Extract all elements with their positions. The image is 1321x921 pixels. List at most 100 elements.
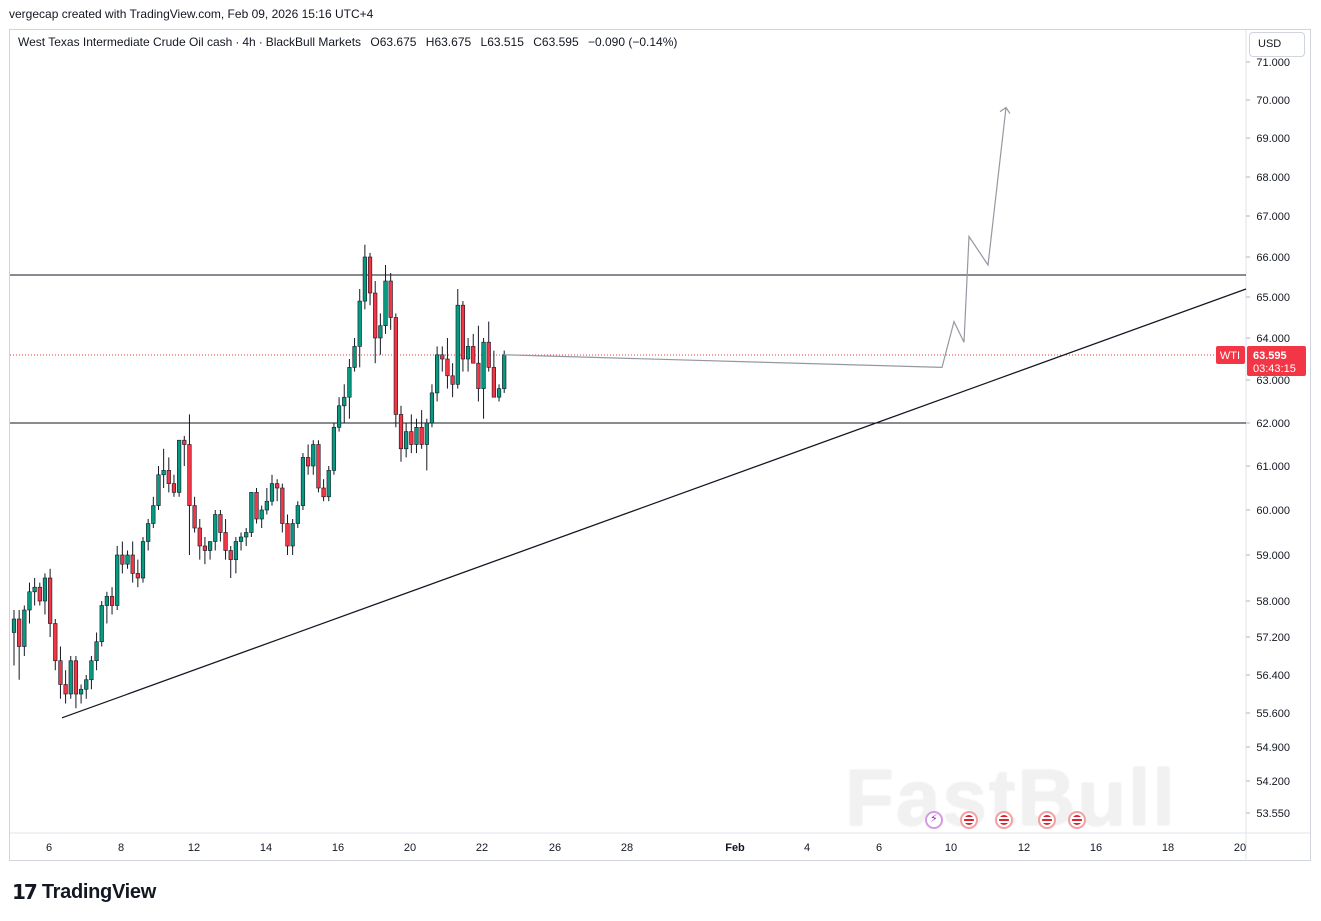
legend-interval[interactable]: 4h [242,35,256,49]
candle-up [383,280,388,327]
candle-up [347,367,352,398]
drawings-layer [61,106,1247,719]
candle-up [151,505,156,524]
candle-down [58,660,63,685]
candle-down [228,550,233,560]
candle-down [166,470,171,484]
candle-up [362,256,367,302]
candle-down [182,439,187,445]
tradingview-logo[interactable]: 17 TradingView [12,880,156,904]
candle-up [99,605,104,643]
event-flag-icon[interactable] [1068,811,1086,829]
candle-up [140,541,146,579]
candle-up [32,586,37,593]
time-axis-label: 20 [404,842,416,854]
price-axis-label: 53.550 [1256,808,1290,820]
legend-open: O63.675 [370,35,417,49]
candle-down [202,545,208,551]
time-axis-label: 22 [476,842,488,854]
candle-down [53,623,58,662]
legend-change: −0.090 (−0.14%) [587,35,678,49]
chart-frame [9,29,1311,861]
legend-symbol[interactable]: West Texas Intermediate Crude Oil cash [18,35,233,49]
candle-up [326,470,331,498]
projection-path [504,107,1007,369]
candle-up [259,509,264,520]
candle-down [373,292,378,339]
symbol-badge-label: WTI [1220,350,1240,362]
candle-down [275,483,280,489]
candle-down [440,354,445,360]
projection-arrowhead [999,106,1011,114]
price-axis-label: 54.200 [1256,776,1290,788]
candle-up [78,688,84,695]
candle-down [135,573,140,579]
candle-down [321,487,326,498]
candles-layer [11,244,507,709]
price-axis-label: 57.200 [1256,632,1290,644]
event-flag-icon[interactable] [960,811,978,829]
currency-button[interactable]: USD [1249,32,1305,57]
price-axis-label: 58.000 [1256,596,1290,608]
ascending-trendline [61,288,1247,719]
candle-up [89,660,94,681]
candle-down [285,523,290,547]
candle-down [192,505,197,529]
candle-up [264,500,269,511]
candle-up [295,505,300,524]
time-axis-label: 12 [188,842,200,854]
candle-up [336,405,342,428]
candle-down [367,256,373,294]
candle-up [125,554,130,565]
time-axis-label: Feb [725,842,745,854]
candle-up [429,392,435,424]
candle-down [223,532,228,551]
candle-up [156,474,161,506]
candle-up [161,470,166,476]
candle-up [11,618,17,633]
candle-up [424,422,429,445]
time-axis-label: 28 [621,842,633,854]
price-axis-label: 61.000 [1256,461,1290,473]
candle-up [68,660,73,695]
candle-down [120,554,125,565]
price-axis-label: 59.000 [1256,550,1290,562]
time-axis: 6 8 12 14 16 20 22 26 28 Feb 4 6 10 12 16 18 20 [46,842,1246,854]
candle-down [491,367,496,398]
candle-up [455,304,460,385]
candle-up [213,514,218,542]
candle-down [171,483,177,493]
candle-up [311,444,316,467]
candle-up [22,609,27,647]
candle-up [177,439,182,493]
event-flag-icon[interactable] [1038,811,1056,829]
price-axis-label: 63.000 [1256,375,1290,387]
time-axis-label: 18 [1162,842,1174,854]
candle-down [409,431,414,445]
candle-down [419,426,424,445]
candle-up [84,679,89,690]
time-axis-label: 6 [876,842,882,854]
candle-up [404,431,409,450]
candle-up [146,523,151,542]
time-axis-label: 20 [1234,842,1246,854]
candle-up [414,426,419,445]
candle-down [130,554,135,574]
symbol-legend: West Texas Intermediate Crude Oil cash · 4… [18,35,678,49]
candle-up [481,341,486,389]
event-flag-icon[interactable] [995,811,1013,829]
price-axis-label: 65.000 [1256,292,1290,304]
time-axis-label: 14 [260,842,272,854]
candle-down [398,414,404,450]
candle-up [435,354,440,394]
event-flash-icon[interactable]: ⚡ [925,811,943,829]
time-axis-label: 12 [1018,842,1030,854]
candle-down [388,280,393,318]
price-axis-label: 70.000 [1256,95,1290,107]
time-axis-label: 16 [1090,842,1102,854]
price-axis-label: 66.000 [1256,252,1290,264]
price-axis-label: 68.000 [1256,172,1290,184]
candle-up [249,492,254,533]
price-axis-label: 64.000 [1256,333,1290,345]
